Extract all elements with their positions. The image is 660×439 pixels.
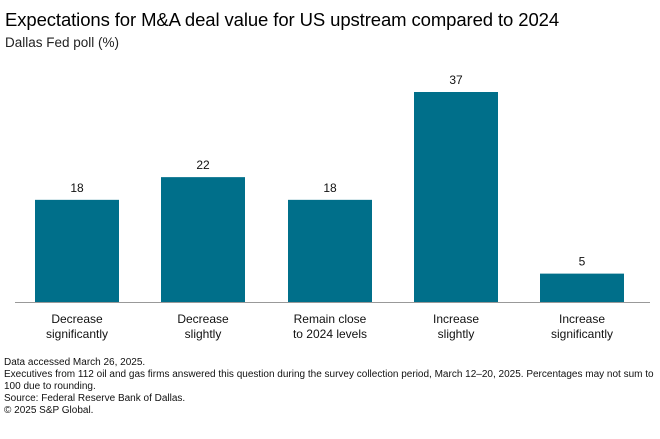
bar-value-label-4: 5 xyxy=(579,255,586,269)
chart-subtitle: Dallas Fed poll (%) xyxy=(5,35,120,50)
footnotes: Data accessed March 26, 2025. Executives… xyxy=(4,357,658,417)
bar-value-label-1: 22 xyxy=(196,158,210,172)
copyright-note: © 2025 S&P Global. xyxy=(4,405,94,416)
category-label-0-line-0: Decrease xyxy=(51,312,103,326)
bar-value-label-0: 18 xyxy=(70,181,84,195)
category-label-1-line-1: slightly xyxy=(185,327,222,341)
category-label-3-line-1: slightly xyxy=(438,327,475,341)
category-label-4-line-1: significantly xyxy=(551,327,613,341)
bar-4 xyxy=(540,273,624,302)
bar-1 xyxy=(161,177,245,302)
category-label-0-line-1: significantly xyxy=(46,327,108,341)
bar-value-label-3: 37 xyxy=(449,73,463,87)
bar-2 xyxy=(288,199,372,302)
category-label-2-line-0: Remain close xyxy=(294,312,367,326)
survey-note: Executives from 112 oil and gas firms an… xyxy=(4,369,654,392)
bar-chart: 18Decreasesignificantly22Decreaseslightl… xyxy=(15,73,650,341)
chart-title: Expectations for M&A deal value for US u… xyxy=(5,9,560,30)
bar-value-label-2: 18 xyxy=(323,181,337,195)
source-note: Source: Federal Reserve Bank of Dallas. xyxy=(4,393,186,404)
category-label-2-line-1: to 2024 levels xyxy=(293,327,367,341)
category-label-4-line-0: Increase xyxy=(559,312,605,326)
bar-3 xyxy=(414,92,498,302)
data-accessed-note: Data accessed March 26, 2025. xyxy=(4,357,146,368)
category-label-3-line-0: Increase xyxy=(433,312,479,326)
category-label-1-line-0: Decrease xyxy=(177,312,229,326)
bar-0 xyxy=(35,199,119,302)
